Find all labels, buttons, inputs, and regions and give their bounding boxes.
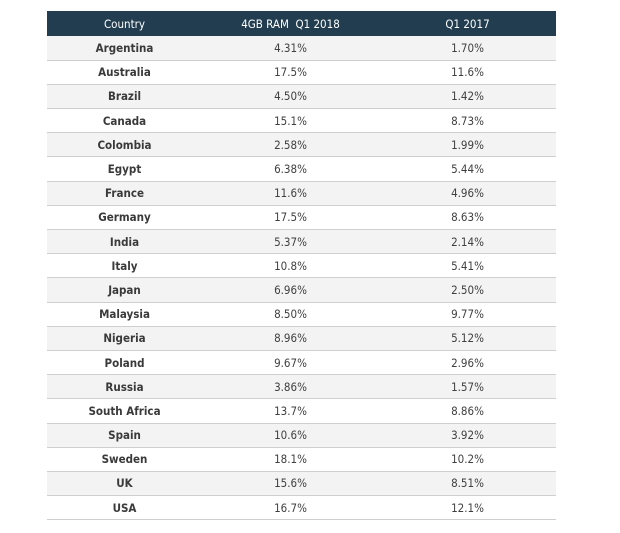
table-row: Australia 17.5% 11.6% <box>47 60 556 85</box>
country-cell: India <box>47 229 202 255</box>
table-row: Canada 15.1% 8.73% <box>47 108 556 134</box>
q1-2018-value-cell: 11.6% <box>202 181 379 206</box>
q1-2018-value-cell: 5.37% <box>202 229 379 255</box>
q1-2017-value-cell: 10.2% <box>379 447 556 472</box>
q1-2018-value-cell: 17.5% <box>202 60 379 85</box>
table-body: Argentina 4.31% 1.70% Australia 17.5% 11.6% Br… <box>47 36 556 521</box>
table-row: South Africa 13.7% 8.86% <box>47 398 556 424</box>
q1-2018-value-cell: 8.96% <box>202 326 379 351</box>
q1-2018-value-cell: 10.6% <box>202 423 379 448</box>
country-cell: Japan <box>47 277 202 303</box>
q1-2017-value-cell: 8.73% <box>379 108 556 134</box>
column-header-country: Country <box>103 16 146 31</box>
q1-2018-value-cell: 15.6% <box>202 471 379 497</box>
country-cell: Poland <box>47 350 202 376</box>
q1-2018-value-cell: 3.86% <box>202 374 379 400</box>
q1-2018-value-cell: 16.7% <box>202 495 379 521</box>
country-cell: Germany <box>47 205 202 231</box>
q1-2017-value-cell: 2.50% <box>379 277 556 303</box>
q1-2018-value-cell: 18.1% <box>202 447 379 472</box>
q1-2017-value-cell: 5.44% <box>379 156 556 182</box>
q1-2018-value-cell: 13.7% <box>202 398 379 424</box>
column-header-q1-2018: 4GB RAM Q1 2018 <box>241 16 340 31</box>
table-row: USA 16.7% 12.1% <box>47 495 556 521</box>
country-cell: Sweden <box>47 447 202 472</box>
country-cell: South Africa <box>47 398 202 424</box>
table-header: Country 4GB RAM Q1 2018 Q1 2017 <box>47 11 556 36</box>
q1-2018-value-cell: 17.5% <box>202 205 379 231</box>
table-row: India 5.37% 2.14% <box>47 229 556 255</box>
q1-2018-value-cell: 6.96% <box>202 277 379 303</box>
table-row: Brazil 4.50% 1.42% <box>47 84 556 110</box>
q1-2017-value-cell: 2.14% <box>379 229 556 255</box>
q1-2018-value-cell: 2.58% <box>202 132 379 158</box>
header-row: Country 4GB RAM Q1 2018 Q1 2017 <box>47 11 556 36</box>
table-row: Malaysia 8.50% 9.77% <box>47 302 556 327</box>
q1-2017-value-cell: 5.12% <box>379 326 556 351</box>
q1-2017-value-cell: 1.70% <box>379 36 556 61</box>
table-row: UK 15.6% 8.51% <box>47 471 556 497</box>
table-row: Italy 10.8% 5.41% <box>47 253 556 279</box>
column-header-q1-2017: Q1 2017 <box>445 16 490 31</box>
q1-2018-value-cell: 8.50% <box>202 302 379 327</box>
table-row: Argentina 4.31% 1.70% <box>47 36 556 61</box>
q1-2017-value-cell: 8.63% <box>379 205 556 231</box>
q1-2018-value-cell: 10.8% <box>202 253 379 279</box>
country-cell: Nigeria <box>47 326 202 351</box>
country-cell: Italy <box>47 253 202 279</box>
country-cell: Canada <box>47 108 202 134</box>
country-cell: Brazil <box>47 84 202 110</box>
table-row: Nigeria 8.96% 5.12% <box>47 326 556 351</box>
q1-2017-value-cell: 11.6% <box>379 60 556 85</box>
q1-2017-value-cell: 4.96% <box>379 181 556 206</box>
table-row: Germany 17.5% 8.63% <box>47 205 556 231</box>
q1-2017-value-cell: 1.57% <box>379 374 556 400</box>
country-cell: Australia <box>47 60 202 85</box>
table-row: Japan 6.96% 2.50% <box>47 277 556 303</box>
q1-2018-value-cell: 15.1% <box>202 108 379 134</box>
q1-2017-value-cell: 12.1% <box>379 495 556 521</box>
q1-2017-value-cell: 1.42% <box>379 84 556 110</box>
q1-2018-value-cell: 4.31% <box>202 36 379 61</box>
table-row: Egypt 6.38% 5.44% <box>47 156 556 182</box>
table-row: Russia 3.86% 1.57% <box>47 374 556 400</box>
country-cell: UK <box>47 471 202 497</box>
ram-share-table-container: Country 4GB RAM Q1 2018 Q1 2017 Argentin… <box>47 11 556 521</box>
country-cell: Malaysia <box>47 302 202 327</box>
q1-2017-value-cell: 8.51% <box>379 471 556 497</box>
q1-2017-value-cell: 9.77% <box>379 302 556 327</box>
q1-2017-value-cell: 8.86% <box>379 398 556 424</box>
country-cell: Egypt <box>47 156 202 182</box>
table-row: France 11.6% 4.96% <box>47 181 556 206</box>
q1-2018-value-cell: 4.50% <box>202 84 379 110</box>
ram-share-table: Country 4GB RAM Q1 2018 Q1 2017 Argentin… <box>47 11 556 521</box>
q1-2018-value-cell: 9.67% <box>202 350 379 376</box>
q1-2017-value-cell: 2.96% <box>379 350 556 376</box>
country-cell: Russia <box>47 374 202 400</box>
table-row: Spain 10.6% 3.92% <box>47 423 556 448</box>
country-cell: USA <box>47 495 202 521</box>
country-cell: Colombia <box>47 132 202 158</box>
country-cell: Argentina <box>47 36 202 61</box>
q1-2018-value-cell: 6.38% <box>202 156 379 182</box>
country-cell: Spain <box>47 423 202 448</box>
country-cell: France <box>47 181 202 206</box>
q1-2017-value-cell: 5.41% <box>379 253 556 279</box>
table-row: Colombia 2.58% 1.99% <box>47 132 556 158</box>
q1-2017-value-cell: 3.92% <box>379 423 556 448</box>
q1-2017-value-cell: 1.99% <box>379 132 556 158</box>
table-row: Poland 9.67% 2.96% <box>47 350 556 376</box>
table-row: Sweden 18.1% 10.2% <box>47 447 556 472</box>
